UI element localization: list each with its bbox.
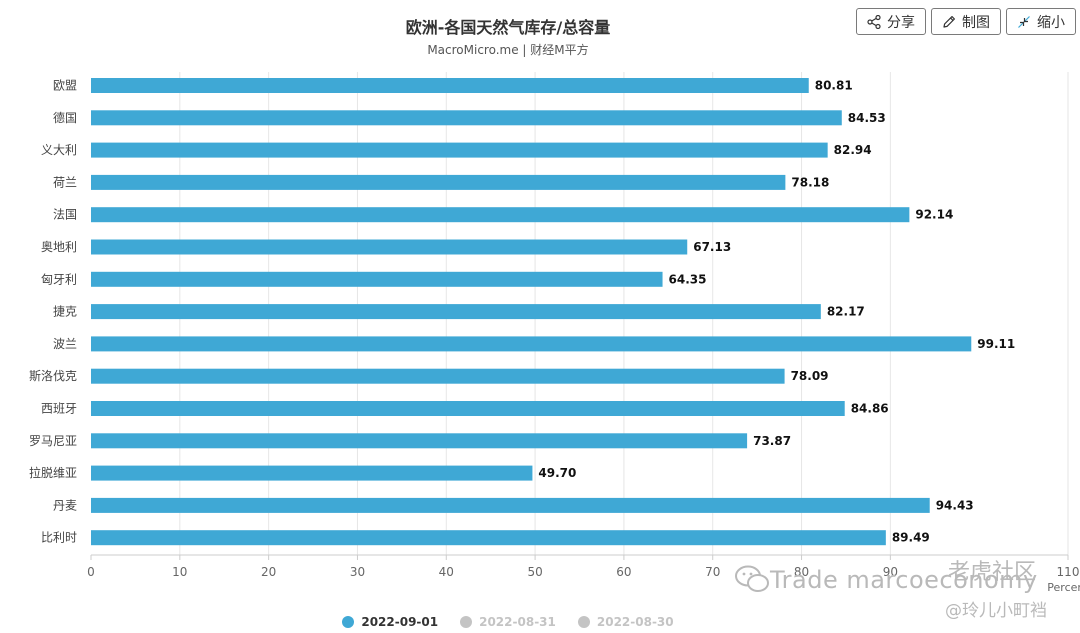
bar-13[interactable] — [91, 497, 930, 513]
value-label: 84.53 — [848, 111, 886, 125]
bar-12[interactable] — [91, 465, 533, 481]
legend-label: 2022-08-30 — [596, 615, 674, 629]
chart-legend: 2022-09-01 2022-08-31 2022-08-30 — [0, 615, 1016, 629]
bar-9[interactable] — [91, 368, 785, 384]
category-label: 罗马尼亚 — [29, 434, 77, 448]
category-label: 义大利 — [41, 143, 77, 157]
bar-2[interactable] — [91, 142, 828, 158]
bar-8[interactable] — [91, 336, 972, 352]
value-label: 99.11 — [977, 337, 1015, 351]
pencil-icon — [942, 15, 956, 29]
category-label: 匈牙利 — [41, 272, 77, 286]
legend-marker — [342, 616, 355, 628]
bar-6[interactable] — [91, 271, 663, 287]
value-label: 64.35 — [669, 272, 707, 286]
shrink-label: 缩小 — [1037, 14, 1065, 31]
chart-subtitle: MacroMicro.me | 财经M平方 — [427, 43, 589, 57]
x-tick-label: 110 — [1057, 565, 1080, 579]
category-label: 荷兰 — [53, 175, 77, 189]
share-button[interactable]: 分享 — [856, 8, 926, 35]
value-label: 67.13 — [693, 240, 731, 254]
category-label: 法国 — [53, 208, 77, 222]
share-label: 分享 — [887, 14, 915, 31]
legend-marker — [577, 616, 590, 628]
legend-marker — [460, 616, 473, 628]
draw-label: 制图 — [962, 14, 990, 31]
value-label: 94.43 — [936, 498, 974, 512]
value-label: 82.17 — [827, 305, 865, 319]
bar-5[interactable] — [91, 239, 688, 255]
draw-button[interactable]: 制图 — [931, 8, 1001, 35]
category-label: 捷克 — [53, 305, 77, 319]
bar-11[interactable] — [91, 433, 748, 449]
value-label: 49.70 — [538, 466, 576, 480]
x-tick-label: 90 — [883, 565, 898, 579]
x-tick-label: 70 — [705, 565, 720, 579]
x-tick-label: 10 — [172, 565, 187, 579]
x-tick-label: 30 — [350, 565, 365, 579]
category-label: 奥地利 — [41, 240, 77, 254]
legend-item[interactable]: 2022-08-30 — [577, 615, 674, 629]
value-label: 73.87 — [753, 434, 791, 448]
value-label: 80.81 — [815, 79, 853, 93]
legend-item[interactable]: 2022-08-31 — [460, 615, 556, 629]
bar-1[interactable] — [91, 110, 842, 126]
x-tick-label: 40 — [439, 565, 454, 579]
bar-0[interactable] — [91, 78, 809, 93]
category-label: 欧盟 — [53, 79, 77, 93]
share-icon — [867, 14, 881, 29]
x-axis-title: Percent — [1047, 581, 1080, 594]
bar-chart: 0 10 20 30 40 50 60 70 80 90 110 Percent 欧盟 80.81 德国 84… — [29, 72, 1080, 594]
x-tick-label: 20 — [261, 565, 276, 579]
legend-label: 2022-08-31 — [479, 615, 556, 629]
category-label: 西班牙 — [41, 402, 77, 416]
category-label: 拉脱维亚 — [29, 465, 77, 480]
category-label: 斯洛伐克 — [29, 368, 77, 383]
shrink-button[interactable]: 缩小 — [1006, 8, 1076, 35]
x-tick-label: 0 — [87, 565, 95, 579]
bar-7[interactable] — [91, 304, 821, 320]
value-label: 84.86 — [851, 402, 889, 416]
category-label: 波兰 — [53, 337, 77, 351]
value-label: 82.94 — [834, 143, 872, 157]
chart-title: 欧洲-各国天然气库存/总容量 — [405, 18, 611, 37]
x-tick-label: 60 — [616, 565, 631, 579]
category-label: 比利时 — [41, 531, 77, 545]
x-tick-label: 50 — [527, 565, 542, 579]
bar-14[interactable] — [91, 530, 886, 546]
value-label: 92.14 — [915, 208, 953, 222]
bar-10[interactable] — [91, 401, 845, 416]
value-label: 89.49 — [892, 531, 930, 545]
legend-label: 2022-09-01 — [361, 615, 439, 629]
chart-toolbar: 分享 制图 缩小 — [856, 8, 1076, 35]
value-label: 78.18 — [791, 175, 829, 189]
shrink-icon — [1017, 15, 1031, 29]
value-label: 78.09 — [791, 369, 829, 383]
bar-3[interactable] — [91, 174, 786, 190]
legend-item[interactable]: 2022-09-01 — [342, 615, 438, 629]
category-label: 德国 — [53, 110, 77, 125]
x-tick-label: 80 — [794, 565, 809, 579]
bar-4[interactable] — [91, 207, 910, 223]
category-label: 丹麦 — [53, 498, 77, 512]
